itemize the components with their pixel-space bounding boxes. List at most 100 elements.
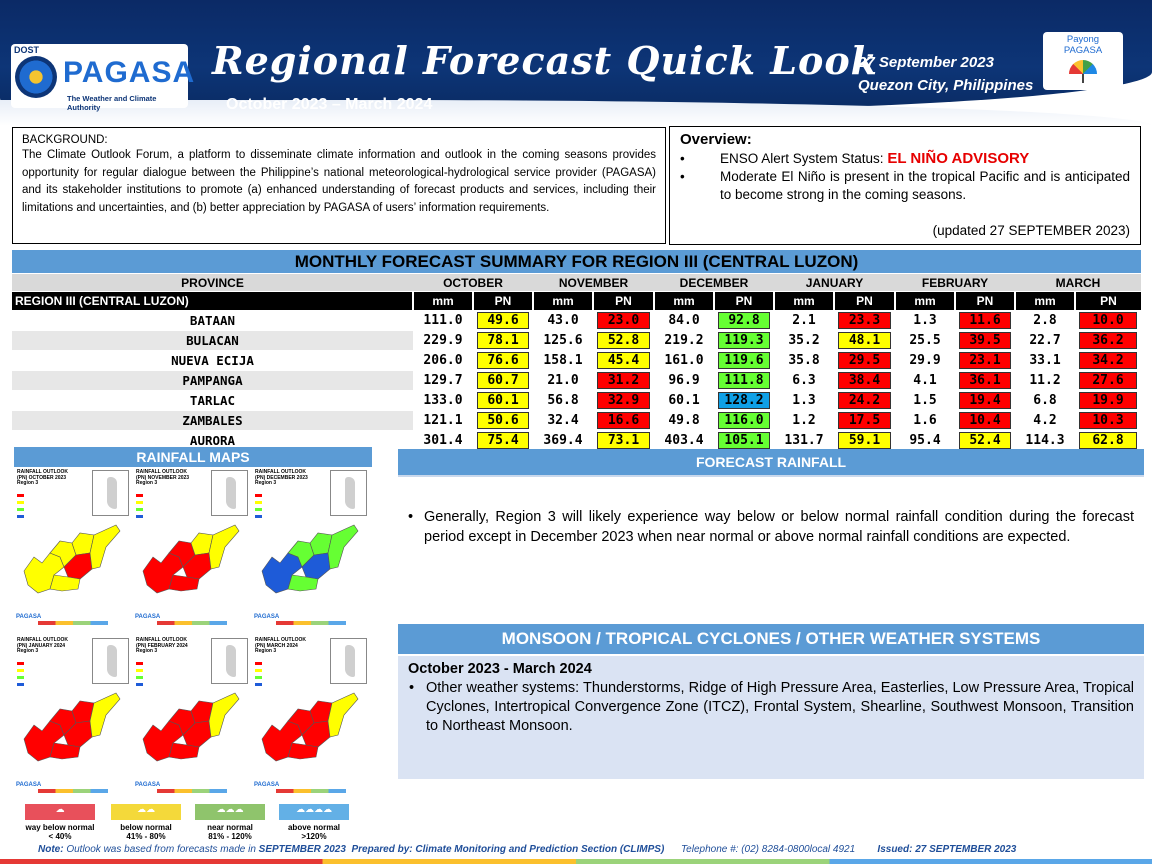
pn-value: 105.1 <box>718 432 770 449</box>
pn-value: 11.6 <box>959 312 1011 329</box>
locator-map-icon <box>330 638 367 684</box>
province-cell: ZAMBALES <box>12 410 413 431</box>
mm-cell: 229.9 <box>413 330 473 351</box>
pn-value: 23.0 <box>597 312 650 329</box>
map-title: RAINFALL OUTLOOK (PN) OCTOBER 2023 Regio… <box>17 469 69 486</box>
legend-label: way below normal < 40% <box>15 823 105 841</box>
mm-cell: 161.0 <box>654 350 714 371</box>
pn-cell: 11.6 <box>955 310 1015 331</box>
month-header: FEBRUARY <box>895 273 1015 292</box>
pn-value: 34.2 <box>1079 352 1137 369</box>
bullet-icon: • <box>408 509 414 525</box>
table-row: TARLAC 133.0 60.1 56.8 32.9 60.1 128.2 1.3 24.2 1… <box>12 390 1141 411</box>
bullet-icon: • <box>680 169 685 184</box>
logo-tagline: The Weather and Climate Authority <box>67 94 157 112</box>
mm-cell: 111.0 <box>413 310 473 331</box>
mm-cell: 49.8 <box>654 410 714 431</box>
mm-cell: 95.4 <box>895 430 955 450</box>
map-pagasa-logo: PAGASA <box>135 782 161 788</box>
pn-cell: 78.1 <box>473 330 533 351</box>
pn-cell: 24.2 <box>834 390 895 411</box>
mm-cell: 129.7 <box>413 370 473 391</box>
rain-cloud-icon: ☁☁ <box>137 805 155 815</box>
payong-line1: Payong <box>1066 34 1100 45</box>
pn-value: 45.4 <box>597 352 650 369</box>
pn-cell: 29.5 <box>834 350 895 371</box>
monsoon-box: October 2023 - March 2024 • Other weathe… <box>398 656 1144 779</box>
overview-box: Overview: • ENSO Alert System Status: EL… <box>669 126 1141 245</box>
mm-cell: 1.3 <box>774 390 834 411</box>
pn-cell: 17.5 <box>834 410 895 431</box>
pn-cell: 39.5 <box>955 330 1015 351</box>
pagasa-logo: DOST PAGASA The Weather and Climate Auth… <box>11 44 194 112</box>
pn-cell: 50.6 <box>473 410 533 431</box>
pn-cell: 45.4 <box>593 350 654 371</box>
unit-pn-header: PN <box>472 291 533 311</box>
region3-map-icon <box>261 524 359 594</box>
region3-map-icon <box>142 524 240 594</box>
mm-cell: 96.9 <box>654 370 714 391</box>
table-row: NUEVA ECIJA 206.0 76.6 158.1 45.4 161.0 119.6 3… <box>12 350 1141 371</box>
unit-mm-header: mm <box>894 291 955 311</box>
pn-value: 116.0 <box>718 412 770 429</box>
table-row: BATAAN 111.0 49.6 43.0 23.0 84.0 92.8 2.1 23.3 1.… <box>12 310 1141 331</box>
rainfall-map-panel: RAINFALL OUTLOOK (PN) DECEMBER 2023 Regi… <box>252 468 369 631</box>
table-row: PAMPANGA 129.7 60.7 21.0 31.2 96.9 111.8 6.3 38.… <box>12 370 1141 391</box>
locator-map-icon <box>92 470 129 516</box>
footer-telephone: Telephone #: (02) 8284-0800local 4921 <box>680 844 856 855</box>
mm-cell: 4.2 <box>1015 410 1075 431</box>
footer: Note: Outlook was based from forecasts m… <box>38 844 1148 855</box>
rainfall-map-panel: RAINFALL OUTLOOK (PN) FEBRUARY 2024 Regi… <box>133 636 250 799</box>
pn-cell: 10.0 <box>1075 310 1141 331</box>
region3-map-icon <box>142 692 240 762</box>
umbrella-icon <box>1069 60 1097 74</box>
unit-pn-header: PN <box>954 291 1015 311</box>
legend-label: near normal 81% - 120% <box>185 823 275 841</box>
pn-value: 111.8 <box>718 372 770 389</box>
map-color-bar <box>38 621 108 625</box>
rainfall-maps-title: RAINFALL MAPS <box>14 447 372 467</box>
pn-cell: 36.2 <box>1075 330 1141 351</box>
pn-cell: 49.6 <box>473 310 533 331</box>
region-label: REGION III (CENTRAL LUZON) <box>12 291 413 311</box>
pn-cell: 52.8 <box>593 330 654 351</box>
pn-value: 73.1 <box>597 432 650 449</box>
legend-label: below normal 41% - 80% <box>101 823 191 841</box>
mm-cell: 35.8 <box>774 350 834 371</box>
month-header: OCTOBER <box>413 273 533 292</box>
legend-category: near normal <box>207 823 253 832</box>
pn-cell: 27.6 <box>1075 370 1141 391</box>
rain-cloud-icon: ☁☁☁ <box>216 805 244 815</box>
pn-value: 16.6 <box>597 412 650 429</box>
pn-value: 60.7 <box>477 372 529 389</box>
map-pagasa-logo: PAGASA <box>16 782 42 788</box>
pn-cell: 19.4 <box>955 390 1015 411</box>
month-header: JANUARY <box>774 273 895 292</box>
legend-range: 81% - 120% <box>208 832 252 841</box>
enso-status: EL NIÑO ADVISORY <box>887 150 1030 167</box>
pn-value: 78.1 <box>477 332 529 349</box>
bullet-icon: • <box>409 680 415 696</box>
issue-place: Quezon City, Philippines <box>858 77 1034 94</box>
mm-cell: 84.0 <box>654 310 714 331</box>
mm-cell: 60.1 <box>654 390 714 411</box>
pn-value: 52.8 <box>597 332 650 349</box>
table-row: AURORA 301.4 75.4 369.4 73.1 403.4 105.1 131.7 5… <box>12 430 1141 450</box>
map-legend-icon <box>17 494 62 522</box>
legend-range: < 40% <box>48 832 72 841</box>
pn-value: 36.1 <box>959 372 1011 389</box>
province-header: PROVINCE <box>12 273 413 292</box>
pn-value: 23.1 <box>959 352 1011 369</box>
background-box: BACKGROUND: The Climate Outlook Forum, a… <box>12 127 666 244</box>
pn-cell: 23.0 <box>593 310 654 331</box>
mm-cell: 6.3 <box>774 370 834 391</box>
legend-swatch: ☁ <box>25 804 95 820</box>
payong-line2: PAGASA <box>1063 45 1103 56</box>
pn-value: 32.9 <box>597 392 650 409</box>
map-legend-icon <box>255 494 300 522</box>
elnino-text: Moderate El Niño is present in the tropi… <box>720 169 1130 202</box>
pn-cell: 76.6 <box>473 350 533 371</box>
pn-value: 76.6 <box>477 352 529 369</box>
overview-heading: Overview: <box>680 131 752 148</box>
mm-cell: 131.7 <box>774 430 834 450</box>
